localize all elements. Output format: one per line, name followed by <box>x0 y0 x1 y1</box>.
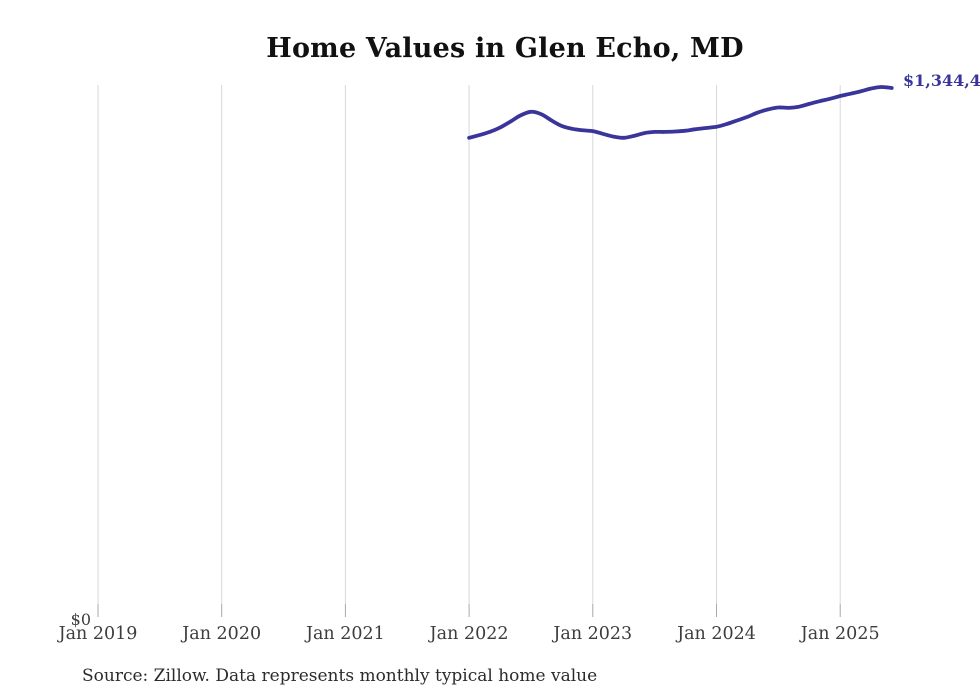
chart-title: Home Values in Glen Echo, MD <box>266 33 744 64</box>
home-value-line <box>467 85 894 140</box>
x-axis-label: Jan 2023 <box>553 624 633 644</box>
x-axis-label: Jan 2022 <box>429 624 509 644</box>
x-axis-label: Jan 2019 <box>58 624 138 644</box>
line-end-value-label: $1,344,4 <box>903 71 980 90</box>
y-axis-zero-label: $0 <box>70 610 91 629</box>
source-note: Source: Zillow. Data represents monthly … <box>82 666 598 686</box>
x-axis-label: Jan 2025 <box>800 624 880 644</box>
x-axis-label: Jan 2024 <box>677 624 756 644</box>
x-axis-label: Jan 2021 <box>305 624 385 644</box>
x-axis-label: Jan 2020 <box>182 624 262 644</box>
